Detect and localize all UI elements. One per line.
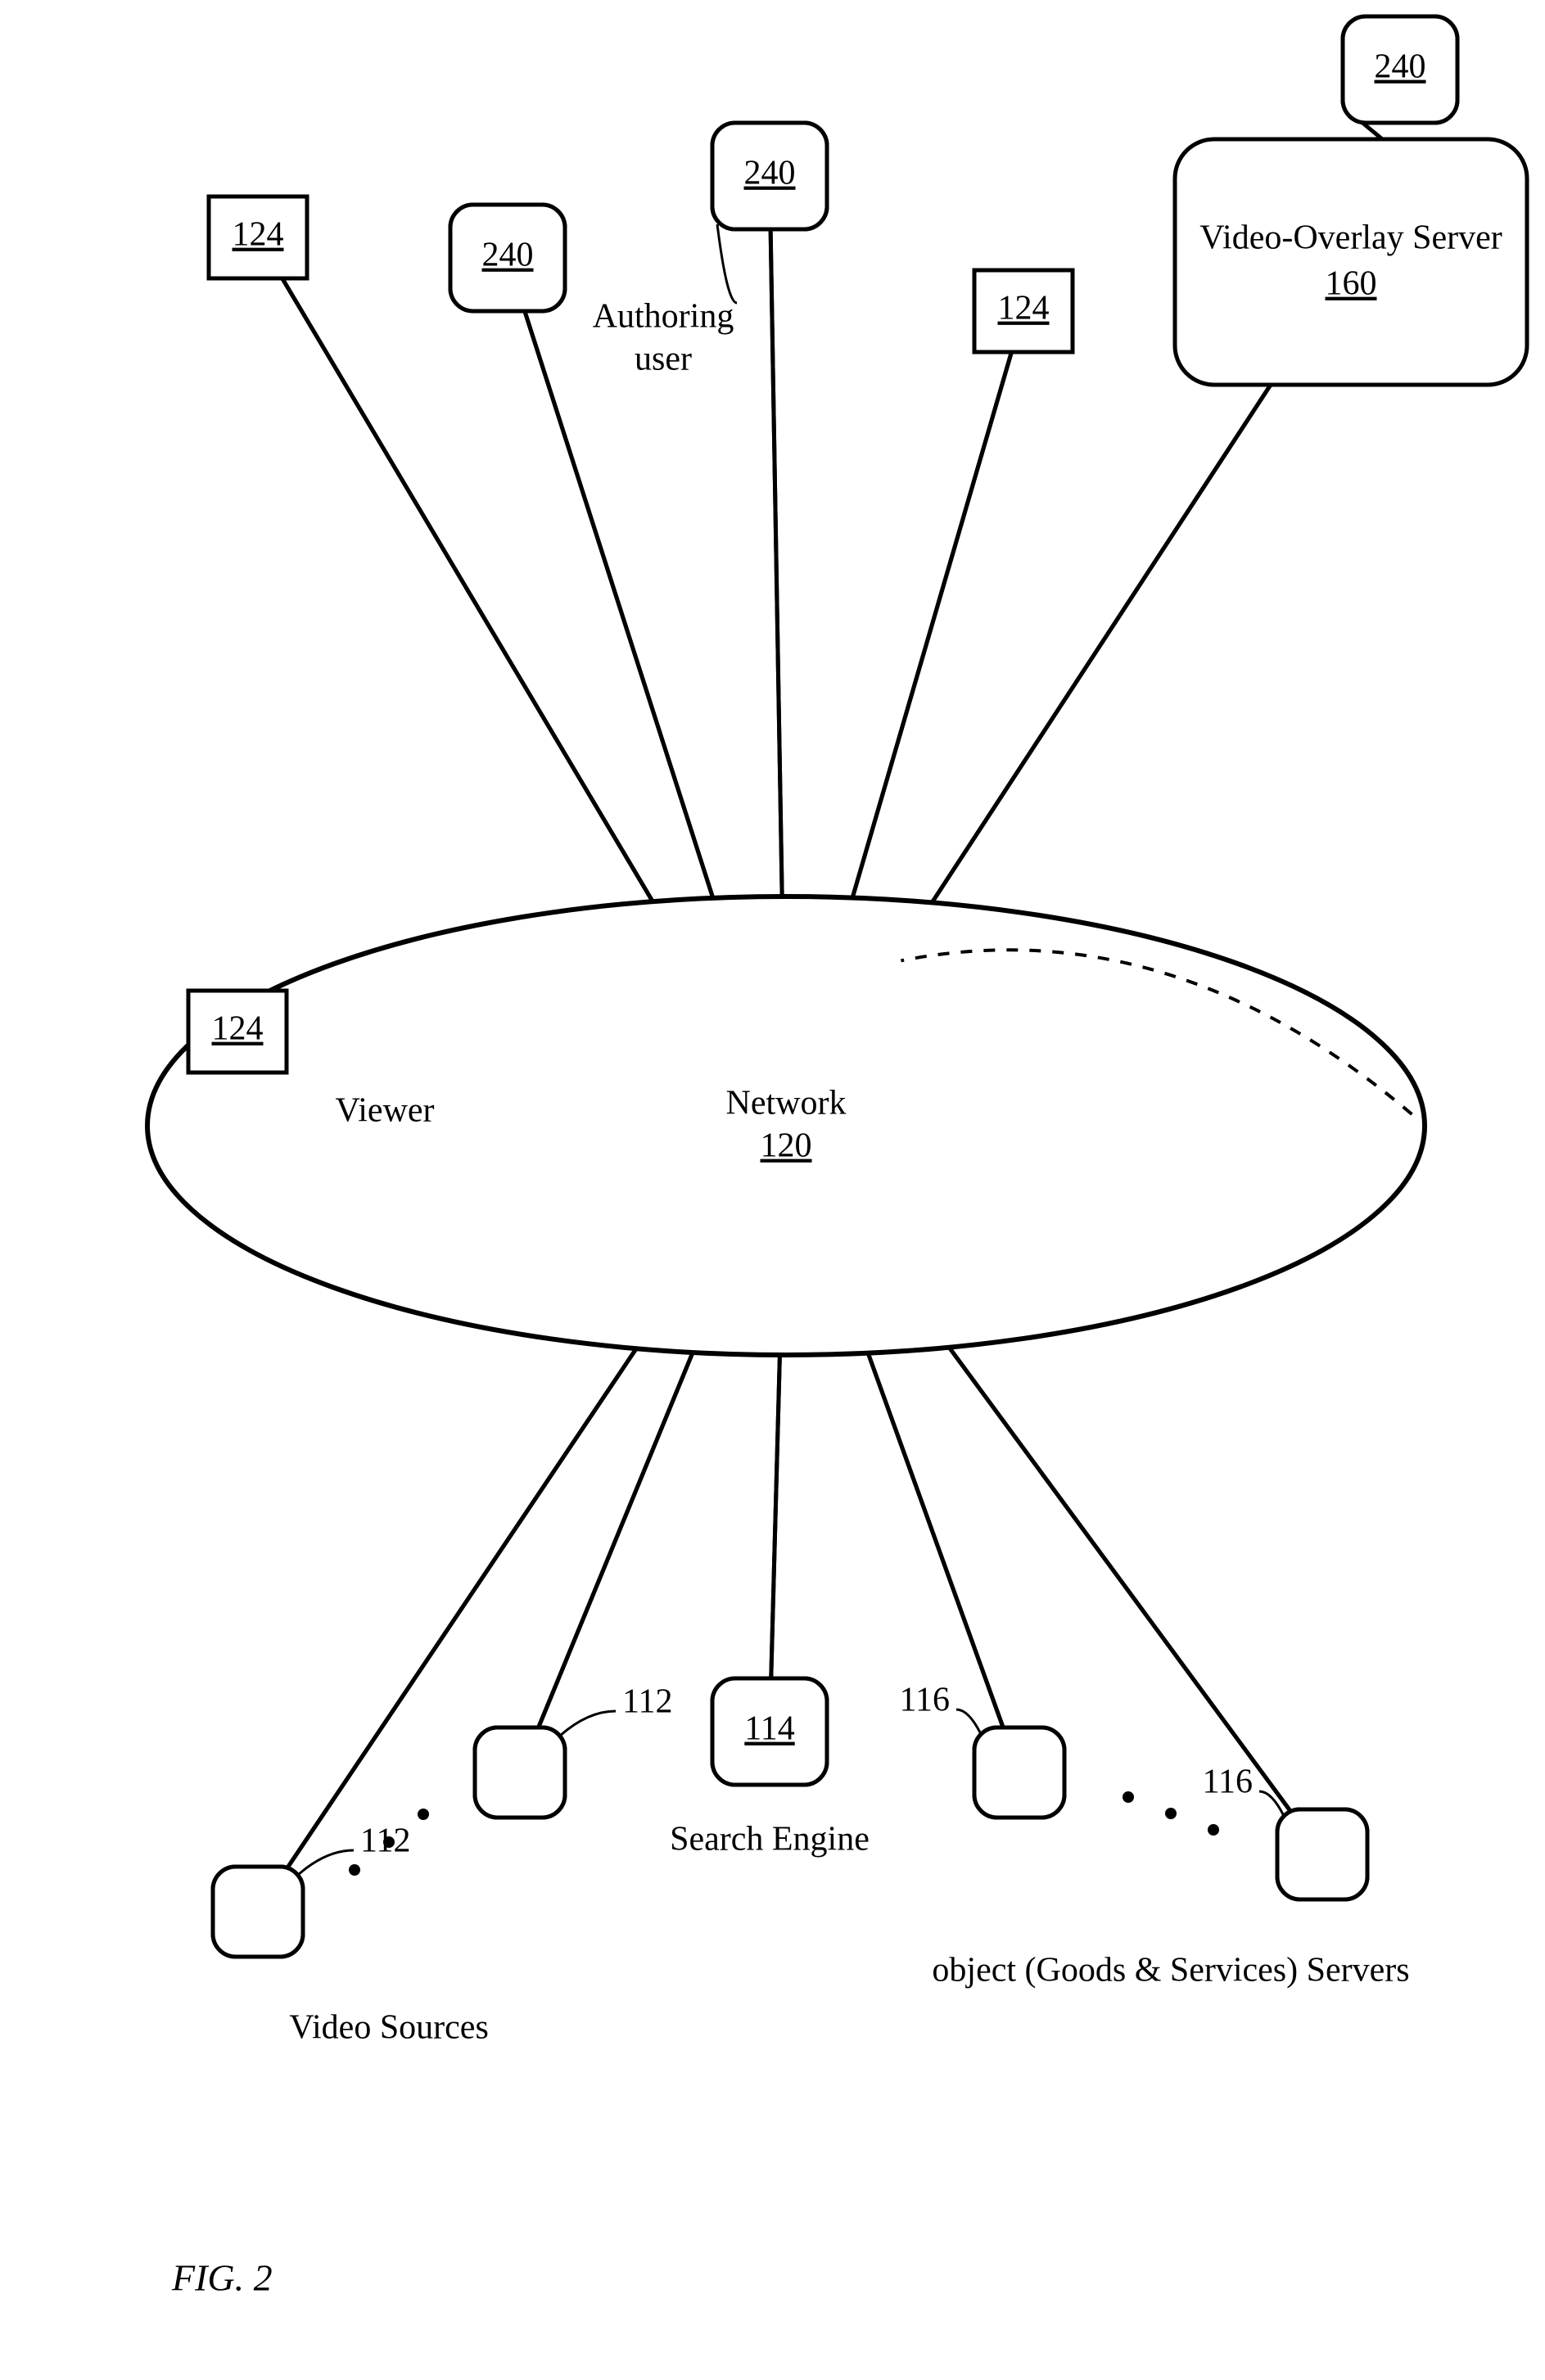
svg-text:Search Engine: Search Engine: [670, 1821, 870, 1858]
svg-text:112: 112: [622, 1683, 672, 1721]
svg-text:240: 240: [482, 237, 534, 274]
svg-text:Authoring: Authoring: [593, 298, 734, 336]
svg-text:Viewer: Viewer: [335, 1092, 434, 1130]
svg-text:Video Sources: Video Sources: [289, 2009, 489, 2047]
figure-2-diagram: NetworkNetwork120Video-Overlay Server160…: [0, 0, 1545, 2380]
diagram-shapes: [147, 16, 1527, 1957]
svg-text:240: 240: [1375, 48, 1426, 86]
svg-text:160: 160: [1326, 265, 1377, 303]
svg-text:240: 240: [744, 155, 796, 192]
svg-text:Video-Overlay Server: Video-Overlay Server: [1199, 219, 1502, 257]
svg-text:user: user: [635, 341, 692, 378]
svg-text:112: 112: [360, 1822, 410, 1860]
svg-text:FIG. 2: FIG. 2: [171, 2257, 273, 2299]
svg-text:124: 124: [998, 290, 1050, 327]
svg-text:116: 116: [900, 1682, 950, 1719]
svg-text:object (Goods & Services) Serv: object (Goods & Services) Servers: [932, 1952, 1409, 1989]
svg-text:124: 124: [212, 1010, 264, 1048]
svg-text:124: 124: [233, 216, 284, 254]
svg-text:120: 120: [761, 1127, 812, 1165]
svg-text:Network: Network: [726, 1085, 847, 1122]
svg-text:116: 116: [1203, 1764, 1253, 1801]
svg-text:114: 114: [744, 1710, 794, 1748]
